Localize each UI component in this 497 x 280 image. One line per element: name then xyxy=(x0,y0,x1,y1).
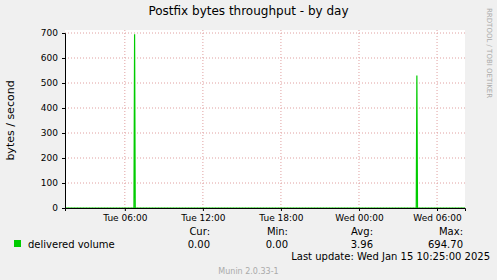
x-tick-mark xyxy=(437,208,438,211)
credit: Munin 2.0.33-1 xyxy=(218,267,278,276)
y-tick-mark xyxy=(62,183,65,184)
stat-header: Max: xyxy=(439,226,463,237)
x-grid-line xyxy=(358,30,359,208)
y-grid-line xyxy=(65,83,465,84)
y-tick-mark xyxy=(62,83,65,84)
footer: Last update: Wed Jan 15 10:25:00 2025 xyxy=(291,251,490,262)
y-tick-label: 200 xyxy=(41,153,58,163)
y-tick-label: 700 xyxy=(41,28,58,38)
y-tick-label: 100 xyxy=(41,178,58,188)
x-grid-line xyxy=(124,30,125,208)
y-tick-label: 600 xyxy=(41,53,58,63)
legend: delivered volume Cur: Min: Avg: Max: 0.00 0.00… xyxy=(14,226,463,250)
x-grid-line xyxy=(202,30,203,208)
grid xyxy=(65,30,465,208)
y-tick: 700 xyxy=(41,28,65,38)
x-grid-line xyxy=(280,30,281,208)
x-tick-mark xyxy=(281,208,282,211)
legend-swatch xyxy=(14,240,21,247)
x-tick: Tue 18:00 xyxy=(258,208,303,223)
stat-header: Cur: xyxy=(189,226,210,237)
x-tick-mark xyxy=(359,208,360,211)
y-tick: 400 xyxy=(41,103,65,113)
stat-value: 0.00 xyxy=(188,239,210,250)
x-tick-label: Tue 06:00 xyxy=(102,213,147,223)
y-tick-label: 300 xyxy=(41,128,58,138)
y-tick-mark xyxy=(62,133,65,134)
stat-value: 3.96 xyxy=(351,239,373,250)
y-grid-line xyxy=(65,158,465,159)
x-tick: Wed 00:00 xyxy=(335,208,384,223)
x-tick: Wed 06:00 xyxy=(413,208,462,223)
y-tick: 0 xyxy=(52,203,65,213)
y-tick-label: 500 xyxy=(41,78,58,88)
y-tick: 500 xyxy=(41,78,65,88)
side-text: RRDTOOL / TOBI OETIKER xyxy=(485,8,493,98)
plot-background xyxy=(65,30,465,208)
y-axis-title: bytes / second xyxy=(4,80,17,160)
x-tick: Tue 06:00 xyxy=(102,208,147,223)
y-tick: 600 xyxy=(41,53,65,63)
x-tick-label: Tue 18:00 xyxy=(258,213,303,223)
x-tick-mark xyxy=(125,208,126,211)
background xyxy=(0,0,497,280)
series-line xyxy=(65,34,465,208)
x-tick: Tue 12:00 xyxy=(180,208,225,223)
x-tick-label: Wed 06:00 xyxy=(413,213,462,223)
y-tick-mark xyxy=(62,33,65,34)
stat-value: 694.70 xyxy=(428,239,463,250)
chart: Postfix bytes throughput - by day bytes /… xyxy=(0,0,497,280)
x-axis-line xyxy=(66,209,466,212)
y-tick-mark xyxy=(62,208,65,209)
y-tick: 100 xyxy=(41,178,65,188)
marks xyxy=(65,34,465,208)
y-tick-mark xyxy=(62,58,65,59)
y-tick-mark xyxy=(62,108,65,109)
title: Postfix bytes throughput - by day xyxy=(148,4,348,18)
stat-header: Avg: xyxy=(351,226,373,237)
x-tick-mark xyxy=(203,208,204,211)
y-tick: 200 xyxy=(41,153,65,163)
x-tick-label: Tue 12:00 xyxy=(180,213,225,223)
x-axis: Tue 06:00 Tue 12:00 Tue 18:00 Wed 00:00 Wed … xyxy=(66,208,466,223)
y-axis: 0 100 200 300 400 500 600 700 xyxy=(41,28,66,213)
y-tick-label: 400 xyxy=(41,103,58,113)
y-tick: 300 xyxy=(41,128,65,138)
legend-label: delivered volume xyxy=(28,239,115,250)
x-tick-label: Wed 00:00 xyxy=(335,213,384,223)
y-tick-label: 0 xyxy=(52,203,58,213)
x-grid-line xyxy=(437,30,438,208)
stat-value: 0.00 xyxy=(266,239,288,250)
stat-header: Min: xyxy=(267,226,288,237)
y-tick-mark xyxy=(62,158,65,159)
y-axis-line xyxy=(62,34,66,209)
